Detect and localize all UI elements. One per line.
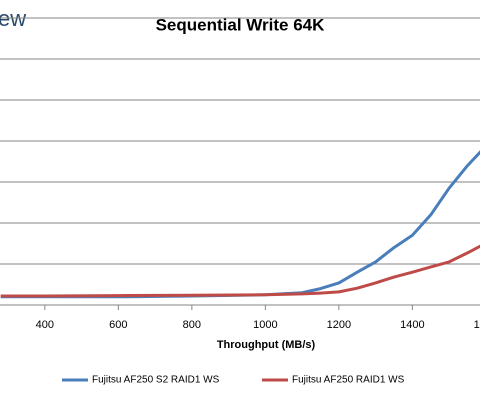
legend-label: Fujitsu AF250 RAID1 WS <box>292 375 405 386</box>
x-tick-label: 1400 <box>400 319 424 331</box>
x-tick-label: 1200 <box>327 319 351 331</box>
x-axis-title: Throughput (MB/s) <box>217 339 316 351</box>
x-tick-label: 1000 <box>253 319 277 331</box>
series-line <box>0 244 480 298</box>
x-tick-label: 800 <box>183 319 201 331</box>
x-tick-label: 600 <box>109 319 127 331</box>
chart-title: Sequential Write 64K <box>156 15 326 34</box>
legend-label: Fujitsu AF250 S2 RAID1 WS <box>92 375 220 386</box>
x-tick-label: 1600 <box>474 319 480 331</box>
x-tick-label: 400 <box>36 319 54 331</box>
